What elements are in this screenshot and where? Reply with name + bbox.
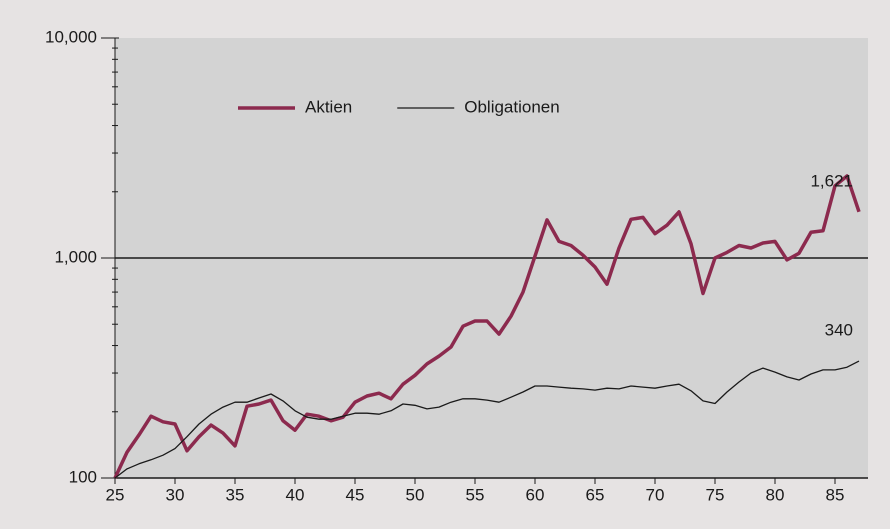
- value-label: 340: [825, 321, 853, 340]
- legend-label: Aktien: [305, 97, 352, 116]
- x-tick-label: 35: [226, 485, 245, 504]
- x-tick-label: 50: [406, 485, 425, 504]
- y-tick-label: 1,000: [54, 247, 97, 266]
- series-line: [114, 360, 860, 479]
- x-tick-label: 65: [586, 485, 605, 504]
- value-label: 1,621: [810, 171, 853, 190]
- legend-label: Obligationen: [464, 97, 559, 116]
- series-line: [113, 174, 861, 479]
- x-tick-label: 40: [286, 485, 305, 504]
- x-tick-label: 75: [706, 485, 725, 504]
- x-tick-label: 85: [826, 485, 845, 504]
- y-tick-label: 10,000: [45, 27, 97, 46]
- x-tick-label: 80: [766, 485, 785, 504]
- x-tick-label: 30: [166, 485, 185, 504]
- x-tick-label: 45: [346, 485, 365, 504]
- x-tick-label: 70: [646, 485, 665, 504]
- y-tick-label: 100: [69, 467, 97, 486]
- x-tick-label: 55: [466, 485, 485, 504]
- x-tick-label: 60: [526, 485, 545, 504]
- x-tick-label: 25: [106, 485, 125, 504]
